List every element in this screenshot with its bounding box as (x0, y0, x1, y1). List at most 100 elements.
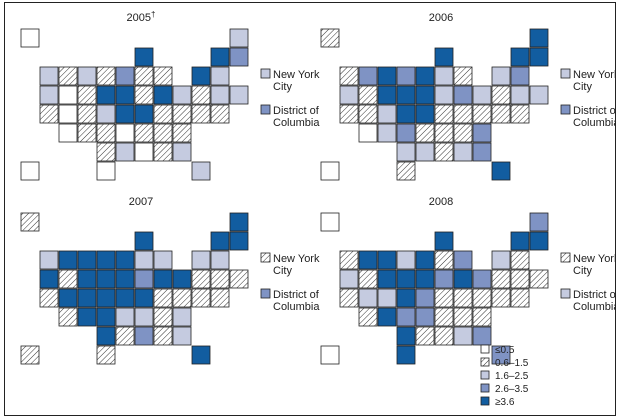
dc-swatch (560, 104, 571, 115)
state-HI (20, 345, 40, 365)
state-ID (358, 250, 378, 270)
state-MT (77, 250, 97, 270)
state-WI (434, 231, 454, 251)
state-MS (134, 142, 154, 162)
state-KS (96, 123, 116, 143)
state-MT (377, 66, 397, 86)
state-NE (396, 288, 416, 308)
state-FL (191, 345, 211, 365)
dc-label: District of (273, 105, 320, 117)
state-LA (415, 326, 435, 346)
state-NM (377, 307, 397, 327)
nyc-label: New York (273, 253, 320, 265)
state-IL (134, 66, 154, 86)
state-ND (96, 250, 116, 270)
state-RI (529, 269, 549, 289)
state-MA (210, 250, 230, 270)
state-NH (529, 47, 549, 67)
state-AL (453, 326, 473, 346)
state-NM (77, 307, 97, 327)
state-KY (434, 104, 454, 124)
nyc-swatch (260, 252, 271, 263)
state-PA (472, 269, 492, 289)
state-SC (172, 307, 192, 327)
state-AZ (358, 123, 378, 143)
state-TN (434, 123, 454, 143)
state-RI (229, 269, 249, 289)
state-CT (510, 85, 530, 105)
state-FL (491, 161, 511, 181)
state-TX (96, 345, 116, 365)
state-NY (191, 250, 211, 270)
nyc-label: New York (273, 69, 320, 81)
state-IN (134, 269, 154, 289)
footnote-mark: † (151, 10, 155, 19)
legend: ≤0.5 0.6–1.5 1.6–2.5 2.6–3.5 ≥3.6 (480, 344, 529, 408)
state-LA (415, 142, 435, 162)
state-ND (396, 250, 416, 270)
state-IL (434, 250, 454, 270)
legend-swatch (480, 370, 490, 380)
state-MS (134, 326, 154, 346)
panel-title: 2005† (127, 10, 156, 25)
state-CO (377, 288, 397, 308)
nyc-label: New York (573, 69, 615, 81)
state-UT (58, 288, 78, 308)
state-CA (39, 104, 59, 124)
state-VT (510, 47, 530, 67)
state-MI (153, 250, 173, 270)
state-MA (210, 66, 230, 86)
state-ID (358, 66, 378, 86)
state-IN (134, 85, 154, 105)
state-TX (396, 345, 416, 365)
state-AK (320, 28, 340, 48)
state-NM (377, 123, 397, 143)
state-CA (339, 288, 359, 308)
legend-swatch (480, 344, 490, 354)
state-OH (153, 269, 173, 289)
dc-label: Columbia (573, 301, 615, 313)
state-SD (96, 85, 116, 105)
state-OR (339, 85, 359, 105)
state-IL (434, 66, 454, 86)
state-HI (20, 161, 40, 181)
state-OK (96, 326, 116, 346)
figure-frame: 2005† New York City District of Columbia 2006… (4, 2, 616, 416)
state-AK (20, 28, 40, 48)
nyc-label: New York (573, 253, 615, 265)
state-MT (77, 66, 97, 86)
state-DE (210, 104, 230, 124)
state-MI (453, 250, 473, 270)
state-WV (153, 288, 173, 308)
state-SD (396, 85, 416, 105)
state-FL (191, 161, 211, 181)
state-MO (115, 288, 135, 308)
dc-label: District of (573, 289, 615, 301)
state-MD (491, 288, 511, 308)
state-CT (210, 269, 230, 289)
state-AR (415, 307, 435, 327)
dc-label: District of (573, 105, 615, 117)
state-GA (472, 142, 492, 162)
state-ND (96, 66, 116, 86)
state-NE (396, 104, 416, 124)
state-NV (58, 269, 78, 289)
state-WI (134, 231, 154, 251)
nyc-label: City (573, 81, 592, 93)
state-TX (96, 161, 116, 181)
state-NE (96, 104, 116, 124)
state-AZ (58, 307, 78, 327)
state-KS (396, 123, 416, 143)
state-IL (134, 250, 154, 270)
state-NH (529, 231, 549, 251)
state-MI (153, 66, 173, 86)
state-CO (377, 104, 397, 124)
nyc-label: City (273, 81, 292, 93)
state-NC (153, 307, 173, 327)
legend-label: ≥3.6 (495, 397, 515, 408)
state-TX (396, 161, 416, 181)
state-IN (434, 85, 454, 105)
state-MN (115, 250, 135, 270)
